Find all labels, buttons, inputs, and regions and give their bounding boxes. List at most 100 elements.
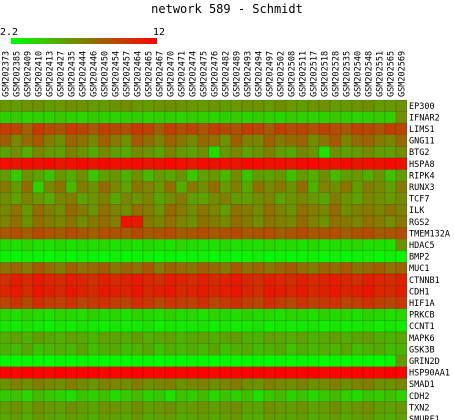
heatmap-cell <box>87 273 100 286</box>
heatmap-cell <box>186 308 199 321</box>
heatmap-cell <box>362 215 375 228</box>
heatmap-cell <box>219 389 232 402</box>
heatmap-cell <box>318 354 331 368</box>
heatmap-cell <box>10 389 23 402</box>
heatmap-cell <box>164 285 177 298</box>
heatmap-cell <box>241 262 254 275</box>
heatmap-cell <box>362 134 375 147</box>
heatmap-cell <box>395 285 408 298</box>
heatmap-cell <box>318 401 331 414</box>
heatmap-cell <box>395 238 408 252</box>
heatmap-cell <box>43 250 56 263</box>
heatmap-cell <box>351 285 364 298</box>
heatmap-cell <box>351 238 364 252</box>
heatmap-cell <box>252 308 265 321</box>
heatmap-cell <box>10 331 23 344</box>
heatmap-cell <box>329 192 342 205</box>
heatmap-cell <box>241 169 254 182</box>
heatmap-cell <box>21 122 34 136</box>
heatmap-cell <box>76 343 89 356</box>
heatmap-cell <box>307 366 320 379</box>
heatmap-cell <box>65 331 78 344</box>
heatmap-cell <box>186 111 199 124</box>
heatmap-cell <box>142 262 155 275</box>
heatmap-cell <box>230 204 243 217</box>
heatmap-cell <box>241 412 254 420</box>
heatmap-cell <box>65 111 78 124</box>
heatmap-cell <box>175 122 188 136</box>
heatmap-cell <box>263 285 276 298</box>
heatmap-cell <box>120 192 133 205</box>
heatmap-cell <box>54 227 67 240</box>
heatmap-cell <box>153 99 166 112</box>
heatmap-cell <box>175 192 188 205</box>
heatmap-cell <box>351 169 364 182</box>
heatmap-cell <box>21 250 34 263</box>
heatmap-cell <box>87 285 100 298</box>
heatmap-cell <box>318 122 331 136</box>
heatmap-cell <box>274 250 287 263</box>
heatmap-cell <box>252 111 265 124</box>
heatmap-cell <box>362 122 375 136</box>
heatmap-cell <box>120 296 133 310</box>
heatmap-cell <box>340 157 353 170</box>
column-label: GSM202489 <box>233 51 243 97</box>
heatmap-cell <box>142 157 155 170</box>
heatmap-cell <box>318 215 331 228</box>
column-label: GSM202494 <box>255 51 265 97</box>
heatmap-cell <box>230 250 243 263</box>
heatmap-cell <box>76 412 89 420</box>
heatmap-cell <box>197 389 210 402</box>
heatmap-cell <box>241 378 254 391</box>
heatmap-cell <box>230 343 243 356</box>
heatmap-cell <box>263 122 276 136</box>
heatmap-cell <box>153 111 166 124</box>
heatmap-cell <box>296 389 309 402</box>
heatmap-cell <box>43 180 56 194</box>
heatmap-cell <box>43 204 56 217</box>
heatmap-cell <box>54 169 67 182</box>
heatmap-cell <box>120 227 133 240</box>
heatmap-cell <box>21 204 34 217</box>
heatmap-cell <box>175 250 188 263</box>
heatmap-cell <box>296 215 309 228</box>
heatmap-cell <box>307 215 320 228</box>
heatmap-cell <box>274 192 287 205</box>
heatmap-cell <box>274 215 287 228</box>
heatmap-cell <box>263 111 276 124</box>
heatmap-cell <box>208 215 221 228</box>
heatmap-cell <box>329 262 342 275</box>
heatmap-cell <box>153 169 166 182</box>
heatmap-cell <box>252 134 265 147</box>
heatmap-cell <box>10 343 23 356</box>
heatmap-cell <box>373 366 386 379</box>
heatmap-cell <box>395 389 408 402</box>
heatmap-cell <box>362 227 375 240</box>
heatmap-cell <box>373 111 386 124</box>
heatmap-cell <box>10 134 23 147</box>
heatmap-cell <box>263 157 276 170</box>
heatmap-cell <box>208 111 221 124</box>
heatmap-cell <box>208 296 221 310</box>
heatmap-cell <box>241 320 254 333</box>
heatmap-cell <box>131 238 144 252</box>
heatmap-cell <box>54 401 67 414</box>
heatmap-cell <box>241 308 254 321</box>
heatmap-cell <box>318 412 331 420</box>
heatmap-cell <box>21 296 34 310</box>
heatmap-cell <box>54 157 67 170</box>
heatmap-cell <box>164 366 177 379</box>
heatmap-cell <box>395 262 408 275</box>
heatmap-cell <box>186 366 199 379</box>
heatmap-cell <box>373 296 386 310</box>
heatmap-cell <box>109 180 122 194</box>
heatmap-cell <box>76 238 89 252</box>
heatmap-cell <box>142 146 155 159</box>
heatmap-cell <box>252 366 265 379</box>
heatmap-cell <box>186 146 199 159</box>
heatmap-cell <box>252 238 265 252</box>
heatmap-cell <box>230 262 243 275</box>
heatmap-cell <box>10 204 23 217</box>
heatmap-cell <box>219 308 232 321</box>
heatmap-cell <box>131 262 144 275</box>
